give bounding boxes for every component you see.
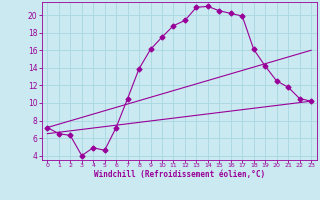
X-axis label: Windchill (Refroidissement éolien,°C): Windchill (Refroidissement éolien,°C): [94, 170, 265, 179]
